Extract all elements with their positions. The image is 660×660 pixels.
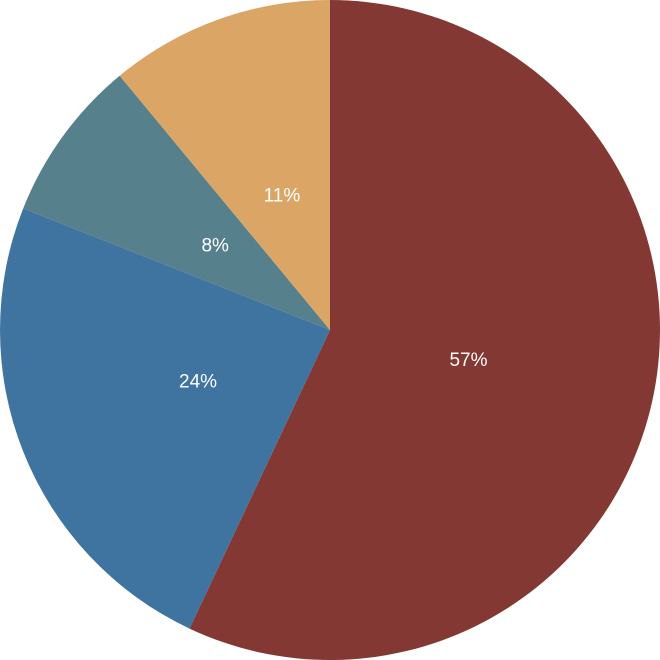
pie-slice — [189, 0, 660, 660]
slice-label: 24% — [179, 371, 217, 392]
slice-label: 11% — [264, 186, 301, 207]
slice-label: 57% — [449, 350, 487, 371]
pie-slice — [23, 75, 330, 331]
slice-label: 8% — [201, 236, 229, 257]
pie-slice — [119, 0, 330, 330]
pie-slice — [0, 208, 330, 629]
